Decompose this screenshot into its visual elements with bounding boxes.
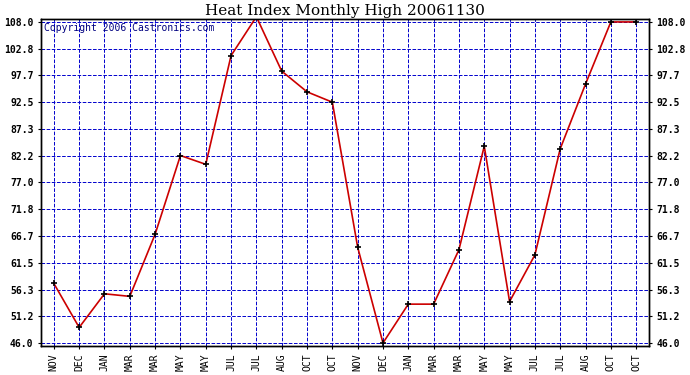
Title: Heat Index Monthly High 20061130: Heat Index Monthly High 20061130 bbox=[205, 4, 485, 18]
Text: Copyright 2006 Castronics.com: Copyright 2006 Castronics.com bbox=[44, 22, 215, 33]
